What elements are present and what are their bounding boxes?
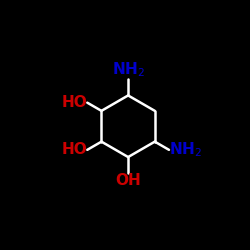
Text: OH: OH xyxy=(115,174,141,188)
Text: HO: HO xyxy=(62,142,87,157)
Text: HO: HO xyxy=(62,95,87,110)
Text: NH$_2$: NH$_2$ xyxy=(112,60,144,79)
Text: NH$_2$: NH$_2$ xyxy=(169,140,202,159)
